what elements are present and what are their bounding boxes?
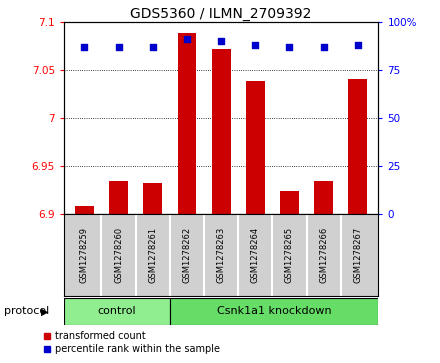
Bar [280, 191, 299, 214]
Point [149, 44, 156, 50]
Bar [348, 79, 367, 214]
Text: GSM1278267: GSM1278267 [353, 227, 363, 283]
Text: GSM1278266: GSM1278266 [319, 227, 328, 283]
Title: GDS5360 / ILMN_2709392: GDS5360 / ILMN_2709392 [130, 7, 312, 21]
Point [81, 44, 88, 50]
Text: GSM1278262: GSM1278262 [183, 227, 191, 283]
Point [286, 44, 293, 50]
Bar [143, 183, 162, 214]
Text: Csnk1a1 knockdown: Csnk1a1 knockdown [217, 306, 331, 316]
Bar [314, 180, 333, 214]
Point [218, 38, 225, 44]
Bar [64, 298, 170, 325]
Text: protocol: protocol [4, 306, 50, 316]
Bar [109, 180, 128, 214]
Text: GSM1278263: GSM1278263 [216, 227, 226, 283]
Point [252, 42, 259, 48]
Text: GSM1278259: GSM1278259 [80, 227, 89, 283]
Point [115, 44, 122, 50]
Bar [212, 49, 231, 214]
Point [320, 44, 327, 50]
Legend: transformed count, percentile rank within the sample: transformed count, percentile rank withi… [40, 327, 224, 358]
Bar [75, 207, 94, 214]
Text: control: control [98, 306, 136, 316]
Text: GSM1278260: GSM1278260 [114, 227, 123, 283]
Bar [170, 298, 378, 325]
Bar [177, 33, 196, 214]
Point [354, 42, 361, 48]
Text: GSM1278264: GSM1278264 [251, 227, 260, 283]
Text: ▶: ▶ [40, 306, 48, 316]
Text: GSM1278265: GSM1278265 [285, 227, 294, 283]
Point [183, 36, 191, 42]
Bar [246, 81, 265, 214]
Text: GSM1278261: GSM1278261 [148, 227, 157, 283]
